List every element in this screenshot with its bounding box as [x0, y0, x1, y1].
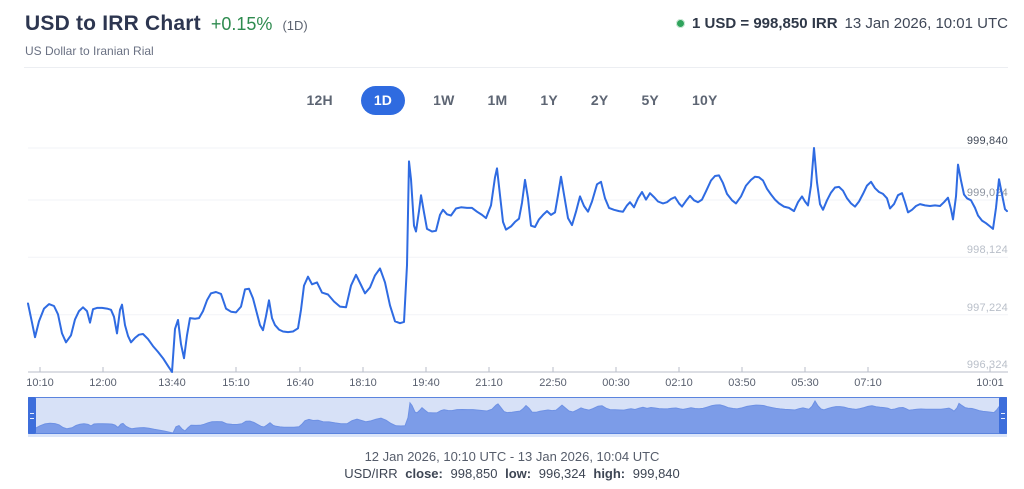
quote-timestamp: 13 Jan 2026, 10:01 UTC	[844, 15, 1008, 32]
y-axis-label: 996,324	[966, 359, 1008, 371]
navigator-baseline	[28, 434, 1007, 437]
x-axis-label: 16:40	[286, 377, 314, 389]
x-axis-label: 02:10	[665, 377, 693, 389]
footer-close-label: close:	[405, 466, 443, 481]
header: USD to IRR Chart +0.15% (1D)	[25, 12, 308, 36]
x-axis-label: 10:01	[976, 377, 1004, 389]
x-axis-label: 18:10	[349, 377, 377, 389]
navigator-right-handle[interactable]	[999, 397, 1007, 434]
range-button-1y[interactable]: 1Y	[535, 86, 563, 115]
change-percent: +0.15%	[210, 14, 273, 34]
footer-low-value: 996,324	[538, 466, 586, 481]
range-button-1d[interactable]: 1D	[360, 85, 406, 115]
range-selector: 12H 1D 1W 1M 1Y 2Y 5Y 10Y	[0, 85, 1024, 115]
range-button-5y[interactable]: 5Y	[636, 86, 664, 115]
footer-low-label: low:	[505, 466, 532, 481]
footer-pair-label: USD/IRR	[344, 466, 398, 481]
x-axis-label: 07:10	[854, 377, 882, 389]
y-axis-label: 997,224	[966, 302, 1008, 314]
x-axis-label: 12:00	[89, 377, 117, 389]
header-divider	[24, 67, 1008, 68]
x-axis-label: 13:40	[158, 377, 186, 389]
y-axis-label: 998,124	[966, 244, 1008, 256]
range-button-10y[interactable]: 10Y	[687, 86, 723, 115]
live-dot-icon	[676, 19, 686, 28]
navigator-left-handle[interactable]	[28, 397, 36, 434]
footer-date-range: 12 Jan 2026, 10:10 UTC - 13 Jan 2026, 10…	[364, 449, 660, 464]
range-button-1w[interactable]: 1W	[428, 86, 459, 115]
footer-high-label: high:	[593, 466, 626, 481]
live-quote: 1 USD = 998,850 IRR 13 Jan 2026, 10:01 U…	[676, 15, 1008, 32]
price-chart-plot[interactable]	[0, 130, 1024, 380]
x-axis-label: 22:50	[539, 377, 567, 389]
footer-close-value: 998,850	[450, 466, 498, 481]
range-button-12h[interactable]: 12H	[302, 86, 338, 115]
x-axis-label: 21:10	[475, 377, 503, 389]
page-subtitle: US Dollar to Iranian Rial	[25, 44, 154, 58]
range-button-2y[interactable]: 2Y	[586, 86, 614, 115]
change-period-label: (1D)	[282, 18, 308, 33]
footer-summary: USD/IRR close: 998,850 low: 996,324 high…	[0, 466, 1024, 481]
x-axis-label: 10:10	[26, 377, 54, 389]
x-axis-label: 15:10	[222, 377, 250, 389]
quote-price: 1 USD = 998,850 IRR	[692, 15, 838, 32]
x-axis-label: 19:40	[412, 377, 440, 389]
handle-grip-icon	[30, 412, 34, 419]
x-axis-label: 00:30	[602, 377, 630, 389]
handle-grip-icon	[1001, 412, 1005, 419]
footer-high-value: 999,840	[632, 466, 680, 481]
range-button-1m[interactable]: 1M	[483, 86, 513, 115]
navigator[interactable]	[28, 397, 1007, 434]
navigator-area-svg	[29, 400, 1006, 433]
x-axis-label: 05:30	[791, 377, 819, 389]
page-title: USD to IRR Chart	[25, 12, 201, 35]
x-axis-label: 03:50	[728, 377, 756, 389]
y-axis-label: 999,840	[966, 135, 1008, 147]
